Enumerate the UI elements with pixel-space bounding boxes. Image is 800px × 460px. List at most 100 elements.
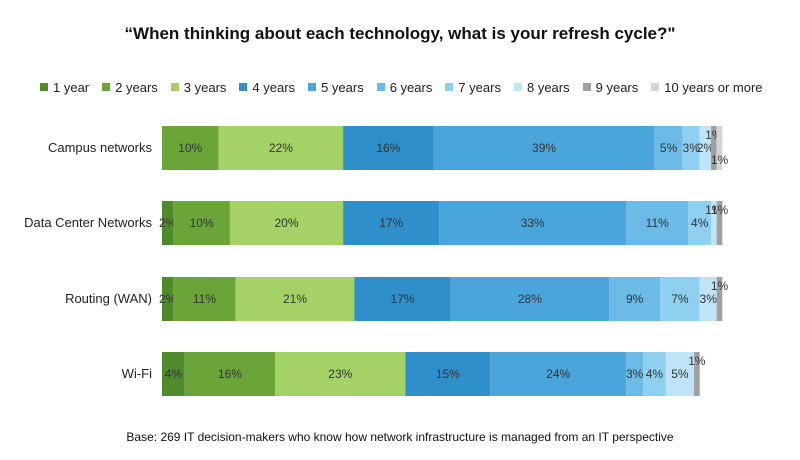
- legend-swatch: [651, 83, 660, 91]
- category-label: Wi-Fi: [122, 366, 152, 381]
- category-label: Campus networks: [48, 140, 153, 155]
- bar-segment: [626, 352, 644, 396]
- bar-segment: [643, 352, 666, 396]
- bar-segment: [716, 277, 723, 321]
- data-label: 1%: [711, 153, 729, 167]
- category-label: Routing (WAN): [65, 291, 152, 306]
- legend-label: 10 years or more: [664, 79, 763, 95]
- legend-swatch: [239, 83, 248, 91]
- legend-label: 2 years: [115, 79, 158, 95]
- legend-swatch: [40, 83, 48, 91]
- legend-label: 8 years: [526, 79, 570, 95]
- legend-item-1: 1 year: [40, 78, 89, 96]
- bar-segment: [716, 201, 723, 245]
- data-label: 3%: [700, 292, 718, 306]
- bar-segment: [229, 201, 344, 245]
- legend-label: 3 years: [183, 79, 227, 95]
- bar-segment: [490, 352, 627, 396]
- data-label: 2%: [159, 292, 177, 306]
- legend-swatch: [102, 83, 111, 91]
- legend-label: 1 year: [53, 79, 90, 95]
- data-label: 3%: [626, 367, 644, 381]
- bar-segment: [699, 277, 717, 321]
- data-label: 9%: [626, 292, 644, 306]
- bar-segment: [711, 201, 717, 245]
- data-label: 11%: [646, 216, 669, 230]
- data-label: 39%: [532, 141, 556, 155]
- legend-item-7: 7 years: [445, 78, 501, 96]
- data-label: 24%: [546, 367, 570, 381]
- bar-segment: [682, 126, 700, 170]
- data-label: 16%: [376, 141, 400, 155]
- legend-swatch: [513, 83, 522, 91]
- data-label: 5%: [671, 367, 689, 381]
- bar-segment: [626, 201, 689, 245]
- legend-item-5: 5 years: [308, 78, 364, 96]
- data-label: 5%: [660, 141, 678, 155]
- bar-segment: [688, 201, 712, 245]
- legend-swatch: [308, 83, 317, 91]
- legend-label: 7 years: [458, 79, 501, 95]
- legend-item-10: 10 years or more: [651, 78, 763, 96]
- data-label: 7%: [671, 292, 689, 306]
- data-label: 4%: [691, 216, 709, 230]
- bar-segment: [343, 126, 434, 170]
- data-label: 1%: [711, 203, 729, 217]
- bar-segment: [218, 126, 344, 170]
- data-label: 10%: [178, 141, 202, 155]
- legend-swatch: [582, 83, 591, 91]
- bar-segment: [694, 352, 700, 396]
- legend-item-6: 6 years: [376, 78, 432, 96]
- legend-label: 5 years: [321, 79, 364, 95]
- legend-item-3: 3 years: [170, 78, 227, 96]
- bar-segment: [699, 126, 712, 170]
- bar-segment: [654, 126, 683, 170]
- data-label: 11%: [193, 292, 216, 306]
- bar-chart: Campus networks 10% 22% 16% 39% 5% 3%2%1%1%Dat…: [24, 126, 729, 396]
- legend-item-2: 2 years: [102, 78, 158, 96]
- data-label: 15%: [436, 367, 460, 381]
- legend-item-4: 4 years: [239, 78, 295, 96]
- chart-title: “When thinking about each technology, wh…: [124, 24, 676, 43]
- legend-item-8: 8 years: [513, 78, 570, 96]
- data-label: 17%: [379, 216, 403, 230]
- data-label: 2%: [697, 141, 715, 155]
- data-label: 33%: [521, 216, 545, 230]
- data-label: 17%: [391, 292, 415, 306]
- bar-segment: [660, 277, 700, 321]
- data-label: 4%: [165, 367, 183, 381]
- legend: 1 year 2 years 3 years 4 years 5 years 6 year…: [40, 78, 763, 96]
- bar-segment: [235, 277, 355, 321]
- bar-segment: [433, 126, 655, 170]
- data-label: 22%: [269, 141, 293, 155]
- data-label: 23%: [328, 367, 352, 381]
- category-label: Data Center Networks: [24, 215, 152, 230]
- legend-label: 4 years: [252, 79, 296, 95]
- bar-segment: [162, 277, 174, 321]
- data-label: 1%: [711, 279, 729, 293]
- bar-segment: [609, 277, 661, 321]
- bar-segment: [716, 126, 723, 170]
- legend-item-9: 9 years: [582, 78, 639, 96]
- bar-segment: [184, 352, 276, 396]
- data-label: 10%: [190, 216, 214, 230]
- bar-segment: [173, 277, 236, 321]
- legend-swatch: [376, 83, 385, 91]
- data-label: 28%: [518, 292, 542, 306]
- bar-segment: [711, 126, 717, 170]
- bar-segment: [354, 277, 451, 321]
- data-label: 16%: [218, 367, 242, 381]
- data-label: 2%: [159, 216, 177, 230]
- footnote: Base: 269 IT decision-makers who know ho…: [126, 430, 674, 444]
- legend-swatch: [445, 83, 454, 91]
- data-label: 21%: [283, 292, 307, 306]
- legend-swatch: [170, 83, 179, 91]
- data-label: 3%: [683, 141, 701, 155]
- bar-segment: [162, 201, 174, 245]
- bar-segment: [343, 201, 440, 245]
- legend-label: 9 years: [595, 79, 639, 95]
- bar-segment: [275, 352, 406, 396]
- data-label: 1%: [688, 354, 706, 368]
- bar-segment: [162, 352, 185, 396]
- bar-segment: [450, 277, 610, 321]
